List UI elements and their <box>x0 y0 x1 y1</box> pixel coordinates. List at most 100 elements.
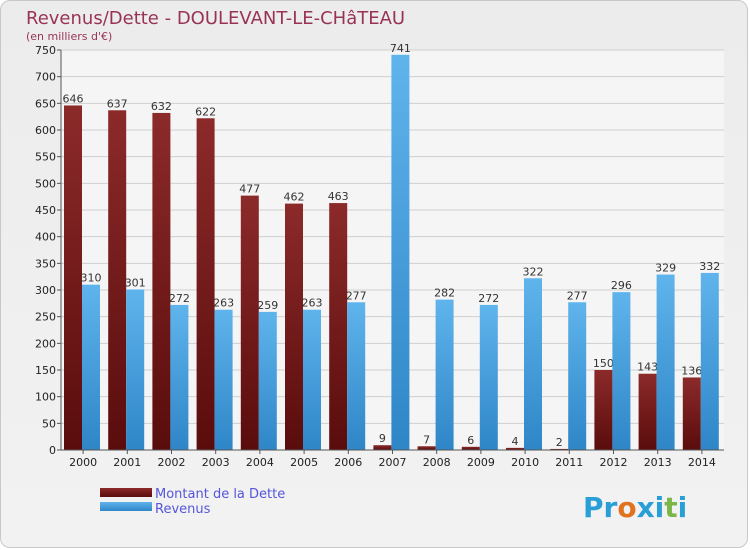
data-label-dette-2000: 646 <box>63 92 84 105</box>
bar-revenus-2012 <box>612 292 631 450</box>
xtick-label-2007: 2007 <box>379 456 407 469</box>
ytick-label-650: 650 <box>35 97 56 110</box>
bar-dette-2007 <box>373 445 392 450</box>
logo-letter: i <box>655 491 665 524</box>
data-label-revenus-2001: 301 <box>125 276 146 289</box>
logo-letter: r <box>604 491 618 524</box>
data-label-dette-2003: 622 <box>195 105 216 118</box>
bar-revenus-2010 <box>524 278 542 450</box>
data-label-revenus-2013: 329 <box>655 262 676 275</box>
data-label-dette-2001: 637 <box>107 97 128 110</box>
legend: Montant de la Dette Revenus <box>100 487 285 517</box>
xtick-label-2006: 2006 <box>334 456 362 469</box>
legend-label-dette: Montant de la Dette <box>155 487 285 502</box>
xtick-label-2009: 2009 <box>467 456 495 469</box>
bar-dette-2000 <box>64 105 82 450</box>
data-label-dette-2005: 462 <box>284 191 305 204</box>
xtick-label-2004: 2004 <box>246 456 274 469</box>
ytick-label-600: 600 <box>35 124 56 137</box>
ytick-label-700: 700 <box>35 71 56 84</box>
data-label-revenus-2004: 259 <box>257 299 278 312</box>
data-label-dette-2006: 463 <box>328 190 349 203</box>
bar-revenus-2004 <box>258 311 277 450</box>
data-label-revenus-2009: 272 <box>478 292 499 305</box>
ytick-label-250: 250 <box>35 311 56 324</box>
data-label-revenus-2010: 322 <box>523 265 544 278</box>
xtick-label-2013: 2013 <box>644 456 672 469</box>
logo-letter: o <box>617 491 636 524</box>
logo-letter: x <box>637 491 655 524</box>
data-label-dette-2012: 150 <box>593 357 614 370</box>
legend-label-revenus: Revenus <box>155 502 211 517</box>
bar-dette-2014 <box>682 377 701 450</box>
bar-revenus-2007 <box>391 54 410 451</box>
bar-revenus-2011 <box>568 302 587 450</box>
ytick-label-100: 100 <box>35 391 56 404</box>
bar-revenus-2014 <box>700 272 719 450</box>
bar-revenus-2000 <box>82 284 100 450</box>
data-label-revenus-2006: 277 <box>346 289 367 302</box>
bar-revenus-2005 <box>303 309 321 450</box>
data-label-dette-2009: 6 <box>467 434 474 447</box>
bar-revenus-2001 <box>126 289 145 450</box>
xtick-label-2010: 2010 <box>511 456 539 469</box>
bar-dette-2001 <box>108 110 127 451</box>
data-label-revenus-2007: 741 <box>390 42 411 55</box>
logo-letter: t <box>664 491 677 524</box>
data-label-revenus-2005: 263 <box>302 297 323 310</box>
ytick-label-50: 50 <box>42 417 56 430</box>
xtick-label-2011: 2011 <box>555 456 583 469</box>
bar-revenus-2009 <box>479 304 498 450</box>
xtick-label-2001: 2001 <box>113 456 141 469</box>
bar-dette-2011 <box>550 448 569 450</box>
legend-swatch-revenus <box>100 502 152 511</box>
data-label-revenus-2008: 282 <box>434 287 455 300</box>
xtick-label-2008: 2008 <box>423 456 451 469</box>
data-label-dette-2011: 2 <box>556 436 563 449</box>
logo-letter: i <box>678 491 688 524</box>
bar-dette-2012 <box>594 370 613 450</box>
data-label-revenus-2012: 296 <box>611 279 632 292</box>
bar-dette-2006 <box>329 203 348 450</box>
chart-subtitle: (en milliers d'€) <box>26 30 112 43</box>
data-label-revenus-2003: 263 <box>213 297 234 310</box>
bar-dette-2002 <box>152 112 171 450</box>
bar-revenus-2008 <box>435 299 454 450</box>
ytick-label-400: 400 <box>35 231 56 244</box>
data-label-dette-2014: 136 <box>681 364 702 377</box>
ytick-label-500: 500 <box>35 177 56 190</box>
bar-dette-2009 <box>461 446 480 450</box>
proxiti-logo: Proxiti <box>583 491 687 524</box>
data-label-revenus-2000: 310 <box>81 272 102 285</box>
y-axis: 0 50 100 150 200 250 300 350 400 450 500 550 600 650 7… <box>35 44 62 457</box>
ytick-label-450: 450 <box>35 204 56 217</box>
ytick-label-350: 350 <box>35 257 56 270</box>
ytick-label-750: 750 <box>35 44 56 57</box>
xtick-label-2003: 2003 <box>202 456 230 469</box>
data-label-revenus-2011: 277 <box>567 289 588 302</box>
legend-swatch-dette <box>100 488 152 497</box>
bar-dette-2010 <box>506 447 524 450</box>
x-axis: 2000 2001 2002 2003 2004 2005 2006 2007 2008 2009… <box>61 449 724 469</box>
data-label-dette-2008: 7 <box>423 433 430 446</box>
xtick-label-2012: 2012 <box>600 456 628 469</box>
data-label-dette-2007: 9 <box>379 432 386 445</box>
bar-dette-2008 <box>417 446 436 450</box>
bar-dette-2005 <box>285 203 303 450</box>
bar-dette-2004 <box>240 195 259 450</box>
data-label-dette-2002: 632 <box>151 100 172 113</box>
data-label-revenus-2002: 272 <box>169 292 190 305</box>
xtick-label-2005: 2005 <box>290 456 318 469</box>
data-label-dette-2010: 4 <box>512 435 519 448</box>
ytick-label-0: 0 <box>49 444 56 457</box>
ytick-label-300: 300 <box>35 284 56 297</box>
bar-dette-2003 <box>196 118 215 451</box>
ytick-label-150: 150 <box>35 364 56 377</box>
data-label-dette-2013: 143 <box>637 361 658 374</box>
bar-dette-2013 <box>638 373 657 450</box>
bar-revenus-2013 <box>656 274 675 450</box>
xtick-label-2002: 2002 <box>158 456 186 469</box>
chart-title: Revenus/Dette - DOULEVANT-LE-CHâTEAU <box>26 8 405 29</box>
xtick-label-2000: 2000 <box>69 456 97 469</box>
